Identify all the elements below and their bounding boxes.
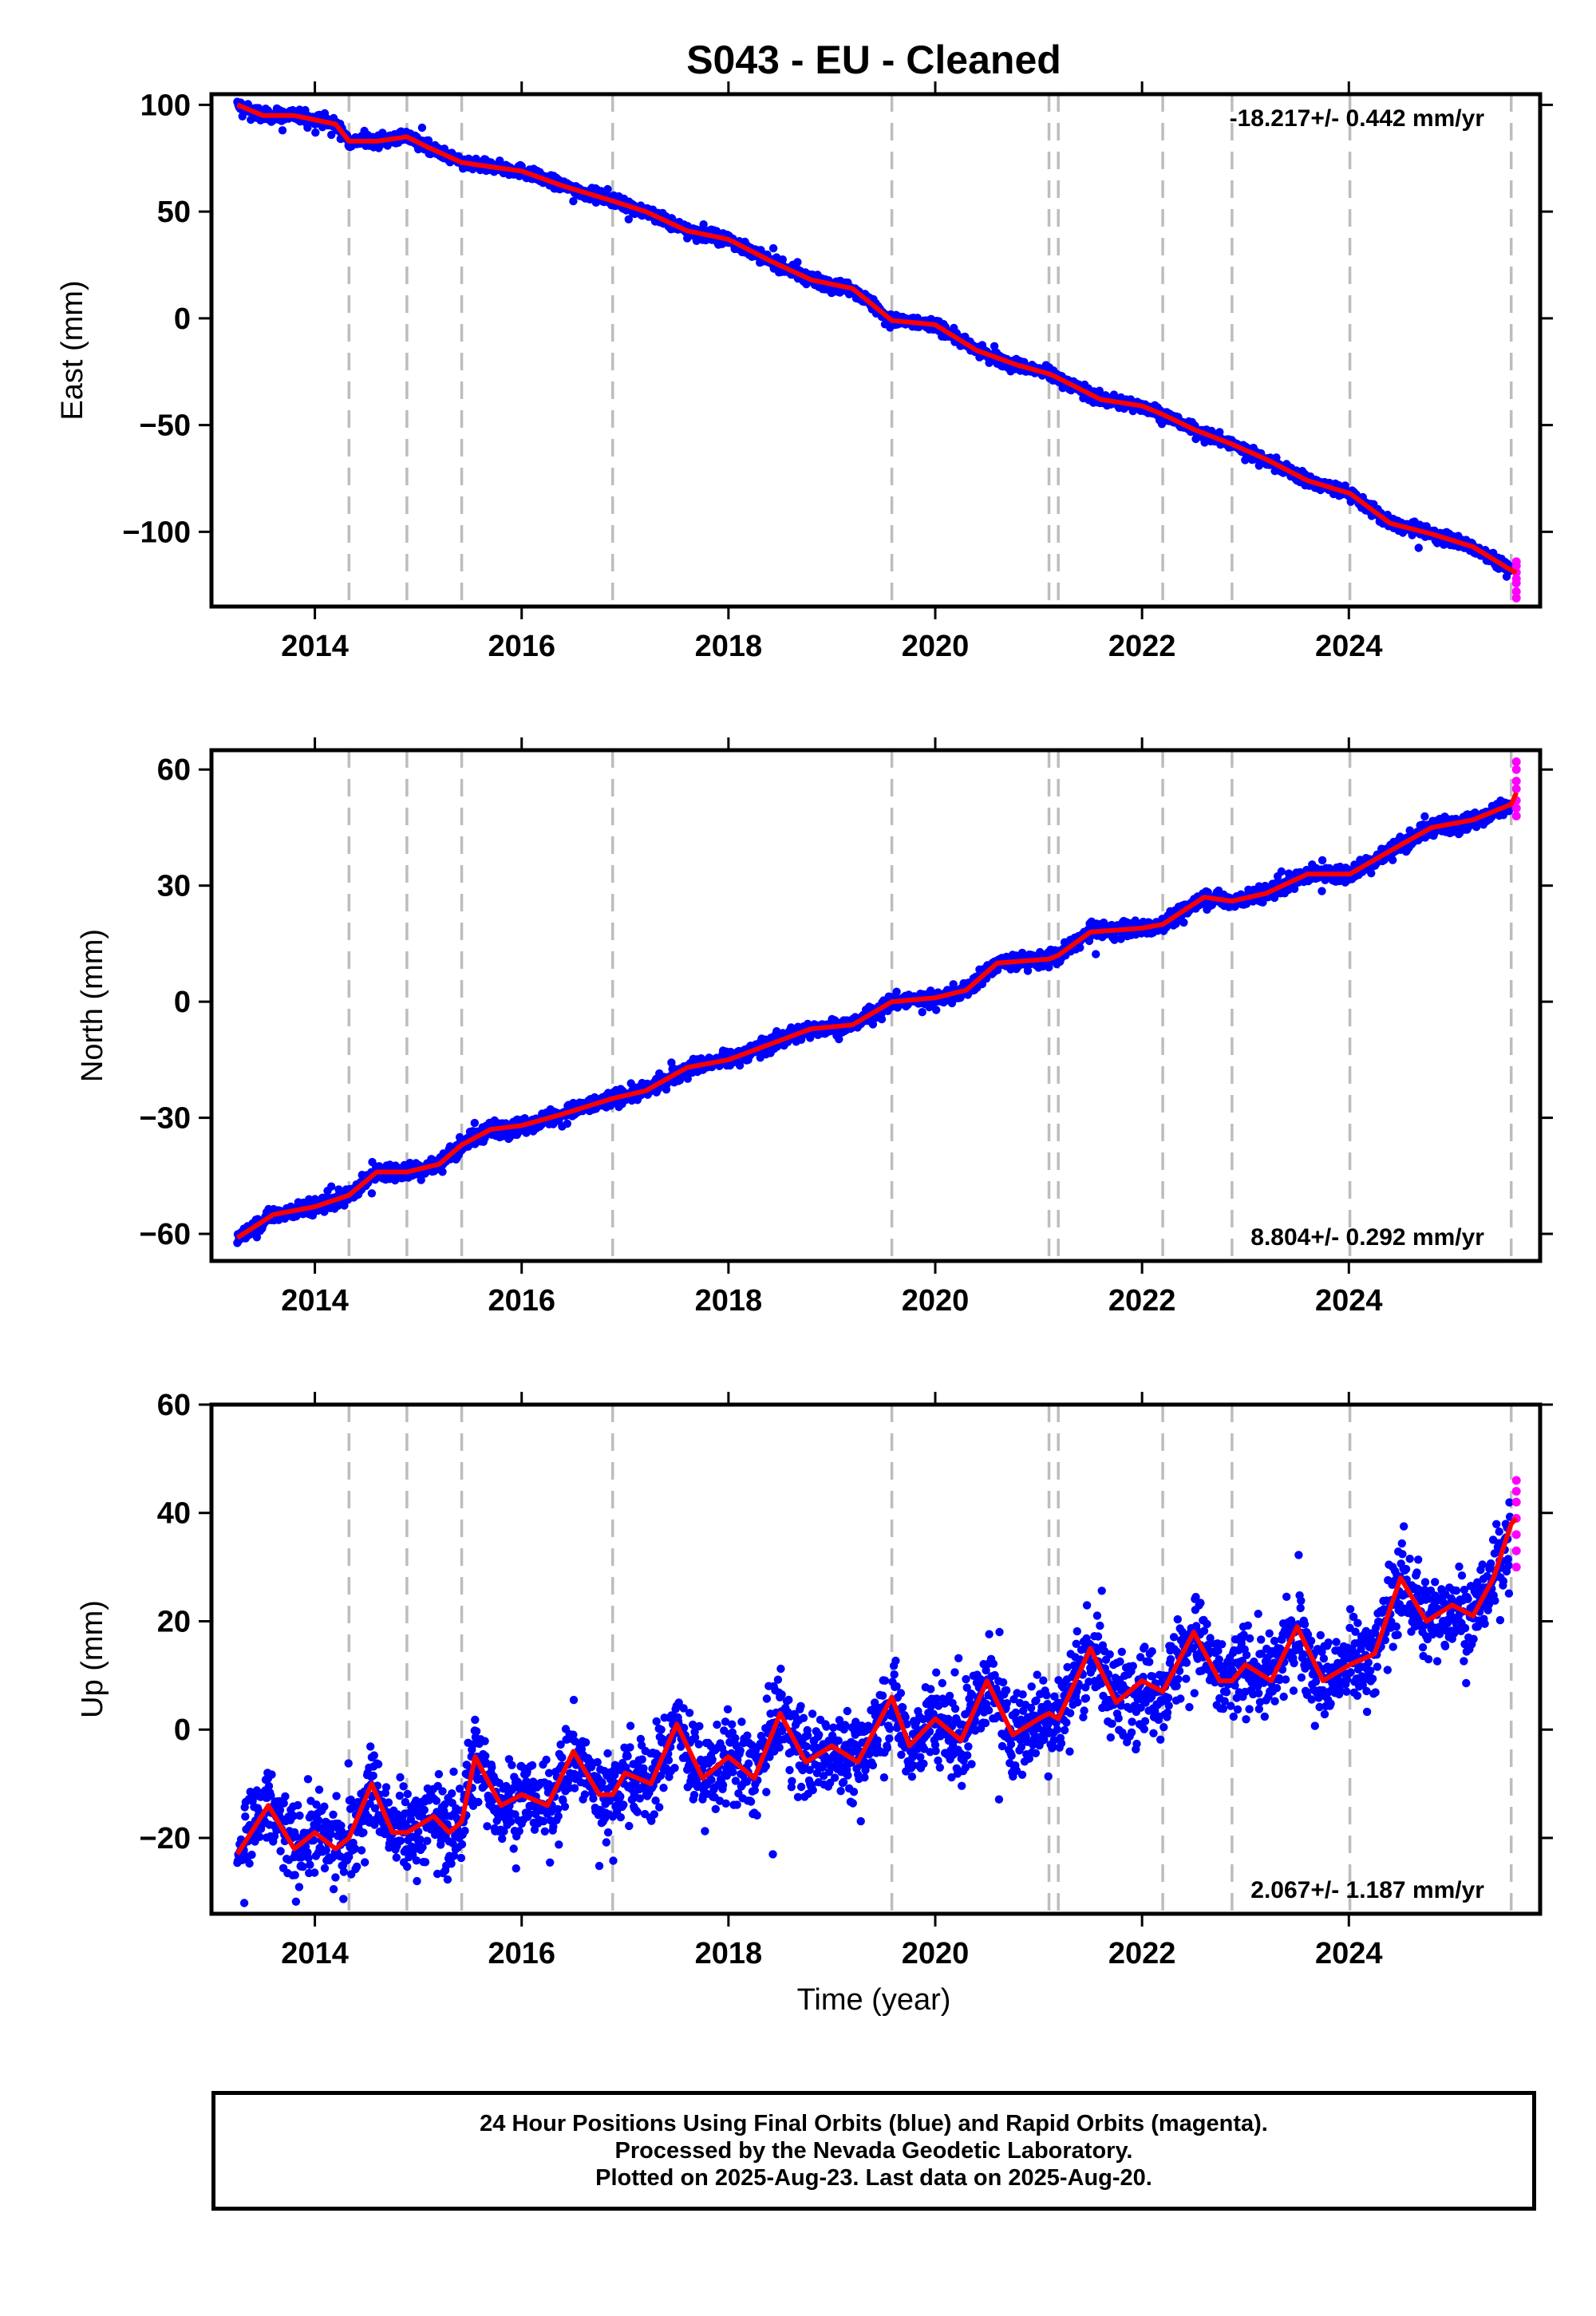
data-point (868, 1020, 878, 1029)
data-point (517, 162, 526, 171)
data-point (735, 1061, 745, 1070)
x-tick-label: 2020 (902, 630, 970, 663)
data-point (278, 126, 287, 135)
data-point (1414, 543, 1424, 552)
y-tick-label: 0 (174, 302, 191, 336)
data-point (892, 987, 901, 996)
data-point (877, 1014, 887, 1024)
y-tick-label: −100 (122, 516, 191, 549)
x-tick-label: 2016 (488, 630, 555, 663)
data-point (603, 184, 612, 194)
rate-annotation: -18.217+/- 0.442 mm/yr (1230, 105, 1485, 132)
data-point (932, 1006, 941, 1014)
x-tick-label: 2018 (695, 630, 763, 663)
data-point (918, 1008, 926, 1017)
rapid-point (1511, 579, 1521, 588)
data-point (1095, 386, 1104, 395)
final-orbit-points (233, 97, 1515, 581)
data-point (1272, 453, 1281, 462)
east-panel: 2014 2016 2018 2020 2022 2024 100 50 0 −50 −100 Eas… (56, 81, 1553, 663)
north-panel: 2014 2016 2018 2020 2022 202460300−30−60North… (76, 737, 1553, 1318)
data-point (1023, 966, 1033, 975)
y-tick-label: −50 (140, 409, 191, 443)
data-point (699, 220, 708, 229)
model-line (236, 102, 1518, 575)
data-point (1179, 918, 1188, 927)
y-tick-label: 50 (157, 196, 191, 229)
data-point (1092, 950, 1100, 958)
data-point (367, 1189, 377, 1198)
x-tick-label: 2024 (1315, 630, 1383, 663)
data-point (835, 1034, 843, 1044)
data-point (1110, 934, 1120, 943)
data-point (683, 1074, 692, 1083)
data-point (768, 243, 778, 253)
y-tick-label: 100 (140, 89, 191, 122)
data-point (563, 1119, 571, 1128)
data-point (624, 215, 633, 223)
data-point (438, 1168, 447, 1176)
data-point (1076, 943, 1084, 952)
rapid-point (1511, 557, 1521, 567)
y-axis-label: East (mm) (56, 280, 89, 420)
data-point (327, 1182, 336, 1191)
data-point (778, 255, 787, 264)
data-point (417, 1176, 425, 1184)
data-point (417, 123, 427, 132)
rapid-point (1511, 587, 1521, 596)
data-point (327, 130, 336, 140)
x-tick-label: 2014 (281, 630, 349, 663)
figure-title: S043 - EU - Cleaned (686, 38, 1061, 82)
data-point (793, 258, 802, 267)
plot-frame (209, 92, 1543, 609)
data-point (470, 1118, 479, 1128)
rapid-orbit-points (1511, 557, 1521, 603)
rapid-point (1511, 593, 1521, 603)
data-point (496, 156, 504, 165)
final-orbit-points (233, 796, 1515, 1247)
x-tick-label: 2022 (1108, 630, 1176, 663)
data-point (311, 128, 320, 137)
data-point (569, 196, 578, 206)
